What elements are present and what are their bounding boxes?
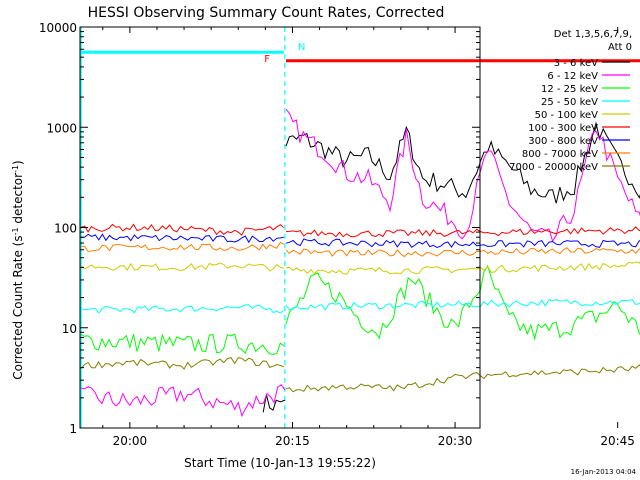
series-25-50-kev-seg-1: [285, 298, 640, 311]
series-50-100-kev-seg-1: [285, 261, 640, 275]
x-tick-label: 20:00: [113, 434, 148, 448]
x-tick-label: 20:30: [438, 434, 473, 448]
series-6-12-kev-seg-0: [80, 384, 286, 418]
series-lines: [80, 108, 640, 418]
flag-labels: NFS: [264, 42, 305, 65]
legend-label-100-300-kev: 100 - 300 keV: [528, 123, 598, 134]
legend-header-line2: Att 0: [608, 42, 632, 53]
series-50-100-kev-seg-0: [80, 262, 284, 272]
axis-ticks: 20:0020:1520:3020:4521:0021:1521:3011010…: [39, 21, 635, 448]
timestamp-footer: 16-Jan-2013 04:04: [571, 468, 637, 476]
series-800-7000-kev-seg-0: [81, 241, 285, 253]
plot-frame: [79, 26, 481, 429]
legend-label-800-7000-kev: 800 - 7000 keV: [522, 149, 598, 160]
series-12-25-kev-seg-1: [285, 264, 640, 341]
series-800-7000-kev-seg-1: [285, 247, 640, 258]
y-tick-label: 10000: [39, 21, 77, 35]
x-tick-label: 20:15: [275, 434, 310, 448]
x-axis-label: Start Time (10-Jan-13 19:55:22): [184, 456, 376, 470]
flag-label-N: N: [298, 42, 305, 53]
legend-label-300-800-kev: 300 - 800 keV: [528, 136, 598, 147]
legend-label-7000-20000-kev: 7000 - 20000 keV: [509, 162, 598, 173]
flag-label-F: F: [264, 54, 270, 65]
legend-label-6-12-kev: 6 - 12 keV: [547, 71, 598, 82]
series-100-300-kev-seg-1: [285, 226, 640, 238]
legend-label-50-100-kev: 50 - 100 keV: [535, 110, 599, 121]
chart-title: HESSI Observing Summary Count Rates, Cor…: [88, 5, 445, 21]
series-300-800-kev-seg-0: [81, 233, 284, 244]
y-tick-label: 1000: [46, 121, 77, 135]
legend-header-line1: Det 1,3,5,6,7,9,: [554, 29, 632, 40]
series-7000-20000-kev-seg-0: [80, 357, 284, 370]
y-tick-label: 10: [62, 322, 77, 336]
series-100-300-kev-seg-0: [80, 223, 285, 236]
series-12-25-kev-seg-0: [80, 333, 285, 355]
legend: Det 1,3,5,6,7,9, Att 0 3 - 6 keV 6 - 12 k…: [509, 29, 632, 173]
series-25-50-kev-seg-0: [80, 304, 285, 314]
series-3-6-kev-seg-0: [262, 394, 286, 413]
state-bars: [81, 50, 640, 63]
series-6-12-kev-seg-1: [285, 108, 640, 243]
x-tick-label: 20:45: [600, 434, 635, 448]
series-7000-20000-kev-seg-1: [285, 364, 640, 393]
legend-label-25-50-kev: 25 - 50 keV: [541, 97, 598, 108]
series-3-6-kev-seg-1: [285, 121, 640, 204]
series-300-800-kev-seg-1: [285, 238, 640, 249]
y-axis-label: Corrected Count Rate (s-1 detector-1): [11, 160, 26, 379]
legend-label-3-6-kev: 3 - 6 keV: [554, 58, 598, 69]
legend-label-12-25-kev: 12 - 25 keV: [541, 84, 598, 95]
y-tick-label: 100: [54, 222, 77, 236]
y-tick-label: 1: [69, 422, 77, 436]
